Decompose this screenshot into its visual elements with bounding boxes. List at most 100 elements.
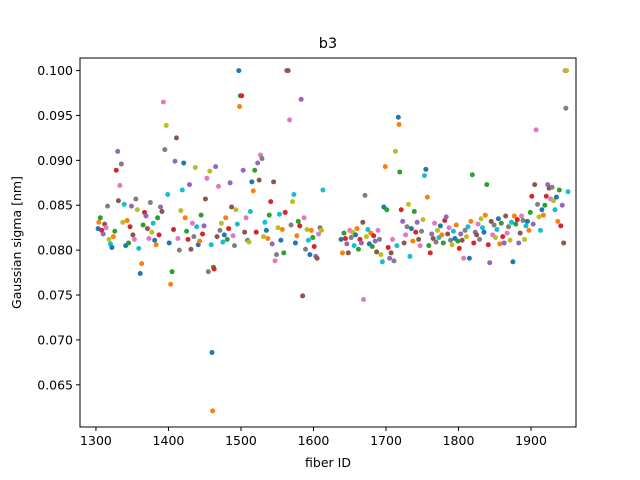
data-point [172, 158, 178, 164]
data-point [307, 252, 313, 258]
data-point [482, 212, 488, 218]
data-point [342, 235, 348, 241]
data-point [435, 227, 440, 233]
data-point [274, 252, 280, 258]
data-point [201, 223, 207, 229]
data-point [448, 237, 454, 243]
data-point [295, 218, 301, 224]
data-point [375, 227, 381, 233]
data-point [285, 68, 291, 74]
data-point [179, 187, 185, 193]
data-point [113, 167, 119, 173]
data-point [535, 201, 541, 207]
data-point [462, 227, 468, 233]
data-point [392, 148, 398, 154]
data-point [255, 160, 261, 166]
data-point [344, 241, 350, 247]
data-point [230, 233, 236, 239]
data-point [443, 214, 449, 220]
data-point [250, 188, 256, 194]
data-point [481, 229, 487, 235]
data-point [233, 207, 239, 213]
data-point [200, 231, 206, 237]
data-point [514, 217, 520, 223]
data-point [529, 193, 535, 199]
data-point [511, 213, 517, 219]
data-point [262, 219, 268, 225]
data-point [446, 225, 452, 231]
data-point [181, 160, 187, 166]
data-point [96, 219, 102, 225]
data-point [493, 235, 499, 241]
data-point [394, 243, 400, 249]
data-point [398, 207, 404, 213]
data-point [374, 249, 380, 255]
data-point [420, 217, 426, 223]
data-point [363, 234, 369, 240]
data-point [303, 246, 309, 252]
data-point [419, 228, 425, 234]
data-point [559, 202, 565, 208]
data-point [216, 183, 221, 189]
plot-frame [79, 57, 577, 428]
data-point [405, 201, 411, 207]
data-point [318, 227, 324, 233]
data-point [256, 177, 262, 183]
data-point [410, 238, 416, 244]
data-point [372, 238, 378, 244]
data-point [268, 199, 274, 205]
data-point [162, 147, 168, 153]
data-point [305, 237, 311, 243]
data-point [542, 202, 548, 208]
data-point [253, 229, 259, 235]
data-point [130, 232, 136, 238]
data-point [430, 235, 436, 241]
data-point [220, 239, 226, 245]
data-point [526, 227, 532, 233]
y-tick-label: 0.085 [37, 198, 73, 213]
data-point [147, 200, 153, 206]
data-point [314, 255, 320, 261]
y-axis-ticks: 0.065 0.070 0.075 0.080 0.085 0.090 0.095 0.100 [37, 63, 80, 392]
data-point [275, 225, 281, 231]
data-point [134, 207, 140, 213]
data-point [213, 164, 219, 170]
data-point [553, 194, 559, 200]
data-point [362, 192, 368, 198]
data-point [495, 216, 501, 222]
data-point [474, 232, 480, 238]
data-point [152, 237, 158, 243]
data-point [421, 173, 427, 179]
data-point [520, 218, 526, 223]
data-point [100, 231, 106, 237]
data-point [252, 167, 258, 173]
data-point [400, 218, 406, 224]
data-point [173, 135, 179, 141]
data-point [288, 222, 294, 228]
data-point [437, 223, 443, 229]
data-point [176, 247, 182, 253]
data-point [249, 179, 255, 185]
data-point [533, 127, 539, 133]
data-point [565, 189, 571, 195]
data-point [407, 253, 413, 259]
data-point [292, 240, 298, 246]
data-point [304, 226, 310, 232]
data-point [210, 408, 216, 414]
data-point [294, 233, 300, 239]
data-point [282, 209, 288, 215]
data-point [543, 193, 549, 199]
data-point [563, 105, 569, 111]
data-point [198, 212, 204, 218]
data-point [144, 226, 150, 232]
data-point [272, 258, 278, 264]
data-point [297, 223, 303, 229]
data-point [301, 215, 307, 221]
data-point [308, 227, 314, 233]
data-point [549, 184, 555, 190]
data-point [395, 114, 401, 120]
y-tick-label: 0.070 [37, 332, 73, 347]
x-tick-label: 1500 [225, 433, 257, 448]
data-point [388, 250, 394, 256]
